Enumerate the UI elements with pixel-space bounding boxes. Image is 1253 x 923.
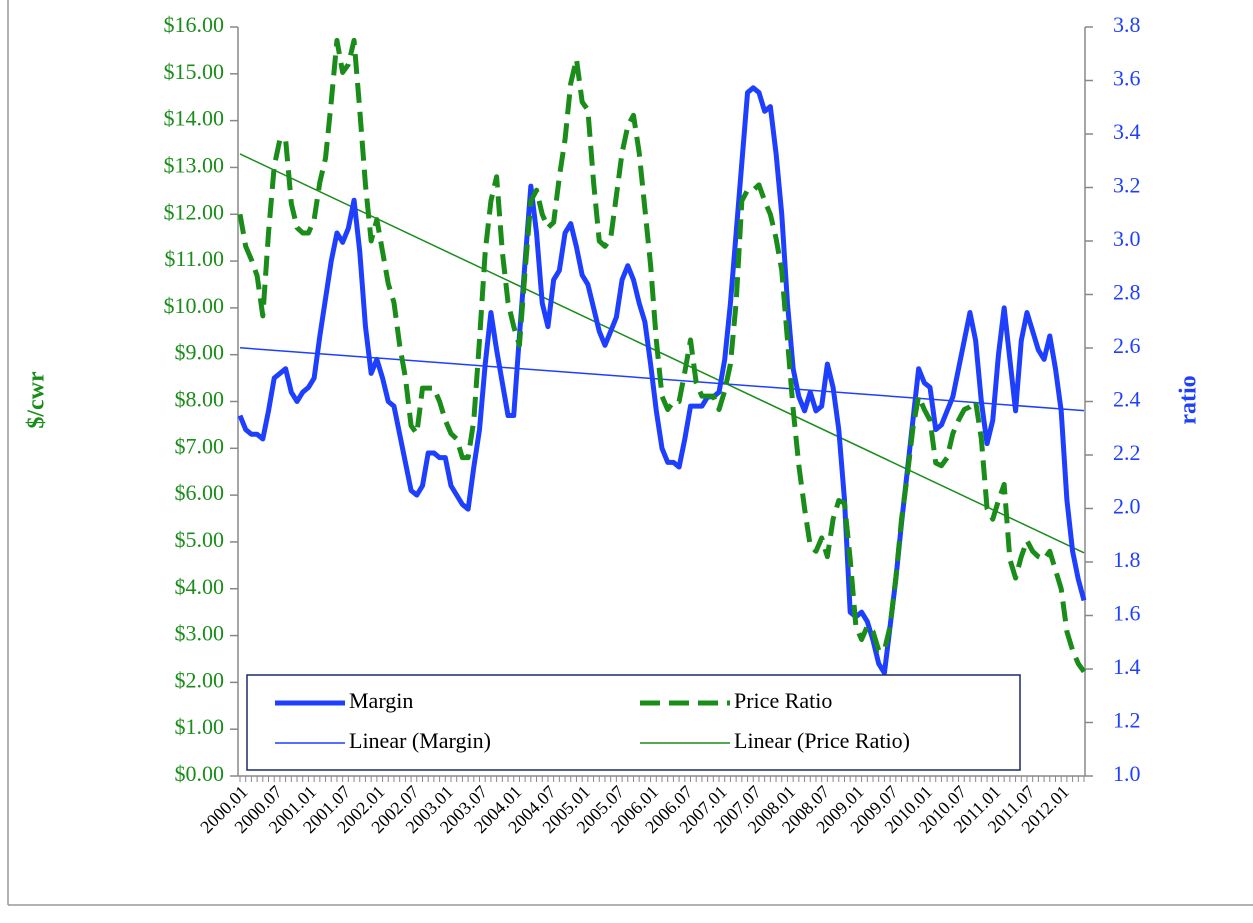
y-tick-label: $4.00 — [175, 574, 225, 599]
y2-tick-label: 3.6 — [1113, 66, 1141, 91]
y2-tick-label: 2.0 — [1113, 494, 1141, 519]
y2-tick-label: 3.8 — [1113, 12, 1141, 37]
y-tick-label: $11.00 — [164, 246, 224, 271]
legend-box — [246, 674, 1021, 771]
y-tick-label: $15.00 — [164, 59, 225, 84]
y2-tick-label: 2.6 — [1113, 333, 1141, 358]
y-tick-label: $10.00 — [164, 293, 225, 318]
y2-tick-label: 1.6 — [1113, 601, 1141, 626]
legend-label: Linear (Margin) — [349, 728, 491, 753]
y-tick-label: $14.00 — [164, 106, 225, 131]
y-tick-label: $6.00 — [175, 480, 225, 505]
y-tick-label: $9.00 — [175, 340, 225, 365]
y2-axis-label: ratio — [1176, 375, 1202, 424]
y-tick-label: $3.00 — [175, 621, 225, 646]
y2-tick-label: 3.0 — [1113, 226, 1141, 251]
trend-line — [239, 153, 1085, 554]
series-line — [237, 85, 1087, 676]
y2-tick-label: 3.4 — [1113, 119, 1141, 144]
series-line — [237, 37, 1087, 674]
y-tick-label: $13.00 — [164, 152, 225, 177]
y2-tick-label: 1.8 — [1113, 547, 1141, 572]
y2-tick-label: 2.8 — [1113, 280, 1141, 305]
y2-tick-label: 1.4 — [1113, 654, 1141, 679]
legend-label: Price Ratio — [734, 688, 832, 713]
y-tick-label: $16.00 — [164, 12, 225, 37]
y-tick-label: $12.00 — [164, 199, 225, 224]
y-tick-label: $7.00 — [175, 433, 225, 458]
legend-label: Linear (Price Ratio) — [734, 728, 910, 753]
y2-tick-label: 3.2 — [1113, 173, 1141, 198]
y-tick-label: $8.00 — [175, 387, 225, 412]
y2-tick-label: 2.4 — [1113, 387, 1141, 412]
y-tick-label: $0.00 — [175, 761, 225, 786]
y-tick-label: $5.00 — [175, 527, 225, 552]
y2-tick-label: 1.2 — [1113, 708, 1141, 733]
y-tick-label: $2.00 — [175, 667, 225, 692]
legend-label: Margin — [349, 688, 413, 713]
y-axis-label: $/cwr — [24, 371, 50, 429]
y-tick-label: $1.00 — [175, 714, 225, 739]
y2-tick-label: 2.2 — [1113, 440, 1141, 465]
y2-tick-label: 1.0 — [1113, 761, 1141, 786]
